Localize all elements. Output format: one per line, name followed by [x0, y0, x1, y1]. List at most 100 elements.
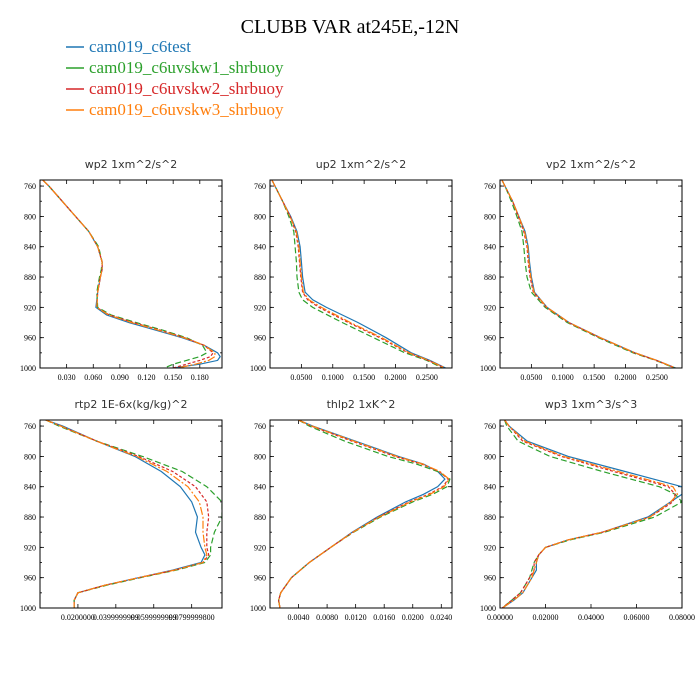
x-tick-label: 0.0040 [288, 613, 310, 622]
plot-frame [269, 179, 453, 369]
series-line [271, 180, 443, 368]
y-tick-label: 920 [484, 303, 496, 312]
chart-panel: vp2 1xm^2/s^2 760 800 840 880 920 960 1000 0.050… [480, 158, 683, 382]
y-tick-label: 920 [24, 303, 36, 312]
panel-title: rtp2 1E-6x(kg/kg)^2 [75, 398, 188, 411]
y-tick-label: 760 [24, 182, 36, 191]
y-tick-label: 920 [254, 303, 266, 312]
series-line [271, 180, 446, 368]
series-line [42, 180, 208, 368]
series-line [501, 420, 679, 608]
series-line [501, 180, 676, 368]
y-tick-label: 760 [484, 422, 496, 431]
x-tick-label: 0.2000 [615, 373, 637, 382]
y-tick-label: 840 [24, 243, 36, 252]
series-line [45, 420, 206, 608]
x-tick-label: 0.0799999800 [169, 613, 215, 622]
y-tick-label: 960 [254, 334, 266, 343]
y-tick-label: 800 [254, 212, 266, 221]
series-line [501, 420, 676, 608]
y-tick-label: 760 [254, 182, 266, 191]
y-tick-label: 760 [24, 422, 36, 431]
y-tick-label: 840 [254, 483, 266, 492]
x-tick-label: 0.180 [191, 373, 209, 382]
figure-title: CLUBB VAR at245E,-12N [241, 16, 460, 38]
y-tick-label: 960 [484, 574, 496, 583]
series-line [42, 180, 221, 368]
y-tick-label: 960 [254, 574, 266, 583]
x-tick-label: 0.0160 [373, 613, 395, 622]
x-tick-label: 0.0200000 [61, 613, 95, 622]
x-tick-label: 0.030 [58, 373, 76, 382]
y-tick-label: 800 [24, 452, 36, 461]
y-tick-label: 960 [484, 334, 496, 343]
chart-panel: up2 1xm^2/s^2 760 800 840 880 920 960 1000 0.050… [250, 158, 453, 382]
plot-frame [499, 419, 683, 609]
y-tick-label: 840 [24, 483, 36, 492]
y-tick-label: 960 [24, 334, 36, 343]
y-tick-label: 840 [254, 243, 266, 252]
y-tick-label: 1000 [250, 364, 266, 373]
y-tick-label: 1000 [250, 604, 266, 613]
plot-frame [39, 419, 223, 609]
y-tick-label: 880 [484, 513, 496, 522]
x-tick-label: 0.0500 [520, 373, 542, 382]
series-line [501, 180, 676, 368]
x-tick-label: 0.1000 [322, 373, 344, 382]
series-line [277, 420, 446, 608]
series-line [277, 420, 450, 608]
x-tick-label: 0.0120 [345, 613, 367, 622]
chart-panel: wp2 1xm^2/s^2 760 800 840 880 920 960 1000 0.030… [20, 158, 223, 382]
y-tick-label: 920 [254, 543, 266, 552]
y-tick-label: 1000 [480, 604, 496, 613]
panels: wp2 1xm^2/s^2 760 800 840 880 920 960 1000 0.030… [20, 158, 695, 622]
x-tick-label: 0.00000 [487, 613, 513, 622]
y-tick-label: 880 [484, 273, 496, 282]
x-tick-label: 0.0399999999 [93, 613, 139, 622]
y-tick-label: 960 [24, 574, 36, 583]
chart-panel: thlp2 1xK^2 760 800 840 880 920 960 1000 0.0040 0… [250, 398, 453, 622]
x-tick-label: 0.1000 [552, 373, 574, 382]
x-tick-label: 0.2500 [416, 373, 438, 382]
y-tick-label: 760 [484, 182, 496, 191]
panel-title: thlp2 1xK^2 [327, 398, 396, 411]
series-line [277, 420, 450, 608]
legend-entry: cam019_c6uvskw3_shrbuoy [89, 100, 284, 119]
series-line [271, 180, 445, 368]
x-tick-label: 0.08000 [669, 613, 695, 622]
panel-title: up2 1xm^2/s^2 [316, 158, 407, 171]
x-tick-label: 0.2500 [646, 373, 668, 382]
plot-frame [499, 179, 683, 369]
x-tick-label: 0.0240 [430, 613, 452, 622]
legend-entry: cam019_c6uvskw1_shrbuoy [89, 58, 284, 77]
y-tick-label: 880 [254, 513, 266, 522]
x-tick-label: 0.0200 [402, 613, 424, 622]
y-tick-label: 800 [24, 212, 36, 221]
y-tick-label: 880 [24, 513, 36, 522]
panel-title: wp3 1xm^3/s^3 [545, 398, 638, 411]
x-tick-label: 0.0599999999 [131, 613, 177, 622]
legend-entry: cam019_c6uvskw2_shrbuoy [89, 79, 284, 98]
y-tick-label: 920 [24, 543, 36, 552]
series-line [501, 180, 675, 368]
x-tick-label: 0.06000 [624, 613, 650, 622]
y-tick-label: 1000 [20, 604, 36, 613]
y-tick-label: 1000 [20, 364, 36, 373]
y-tick-label: 840 [484, 243, 496, 252]
x-tick-label: 0.0080 [316, 613, 338, 622]
series-line [42, 180, 214, 368]
x-tick-label: 0.1500 [353, 373, 375, 382]
y-tick-label: 840 [484, 483, 496, 492]
x-tick-label: 0.2000 [385, 373, 407, 382]
y-tick-label: 880 [254, 273, 266, 282]
y-tick-label: 880 [24, 273, 36, 282]
plot-frame [269, 419, 453, 609]
y-tick-label: 800 [484, 452, 496, 461]
series-line [271, 180, 446, 368]
chart-panel: rtp2 1E-6x(kg/kg)^2 760 800 840 880 920 960 100… [20, 398, 223, 622]
legend: cam019_c6test cam019_c6uvskw1_shrbuoy cam0… [66, 37, 284, 119]
plot-frame [39, 179, 223, 369]
x-tick-label: 0.060 [84, 373, 102, 382]
x-tick-label: 0.150 [164, 373, 182, 382]
